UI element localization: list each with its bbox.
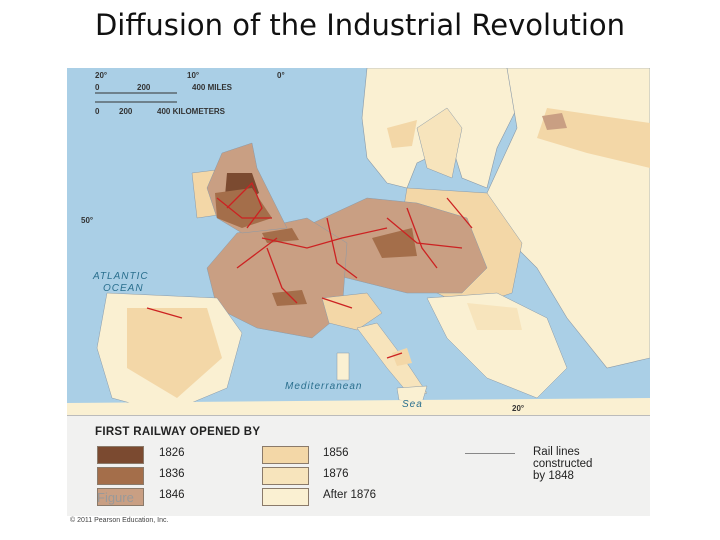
legend-label-1846: 1846 [159, 489, 185, 501]
scale-bar: 20° 10° 0° 0 200 400 MILES 0 200 400 KIL… [95, 71, 285, 116]
legend-label-1856: 1856 [323, 447, 349, 459]
lyon-1836 [272, 290, 307, 306]
scale-miles-400: 400 MILES [192, 83, 233, 92]
spain-1856 [127, 308, 222, 398]
legend-rail-label-2: constructed [533, 458, 593, 470]
europe-map: 20° 10° 0° 0 200 400 MILES 0 200 400 KIL… [67, 68, 650, 415]
sea-label-1: Mediterranean [285, 381, 362, 392]
ocean-label-2: OCEAN [103, 283, 144, 294]
france-1846 [206, 217, 348, 339]
legend-title: FIRST RAILWAY OPENED BY [95, 426, 261, 438]
russia-1846-spot [542, 113, 567, 130]
scale-km-400: 400 KILOMETERS [157, 107, 226, 116]
legend-swatch-1826 [97, 446, 144, 464]
scale-deg-0: 0° [277, 71, 285, 80]
sardinia [336, 352, 350, 381]
legend-rail-label-3: by 1848 [533, 470, 574, 482]
sea-label-2: Sea [402, 399, 423, 410]
copyright-credit: © 2011 Pearson Education, Inc. [70, 517, 169, 524]
north-africa [67, 398, 650, 415]
legend-swatch-1876 [262, 467, 309, 485]
danube-1876 [467, 303, 522, 330]
legend-swatch-1836 [97, 467, 144, 485]
scale-deg-20: 20° [95, 71, 107, 80]
ocean-label-1: ATLANTIC [92, 271, 149, 282]
scale-miles-0: 0 [95, 83, 100, 92]
scale-miles-200: 200 [137, 83, 151, 92]
figure-label: Figure [97, 490, 134, 505]
legend-swatch-1856 [262, 446, 309, 464]
legend-label-after-1876: After 1876 [323, 489, 377, 501]
scale-km-200: 200 [119, 107, 133, 116]
legend-label-1876: 1876 [323, 468, 349, 480]
latitude-label: 50° [81, 216, 93, 225]
slide-title: Diffusion of the Industrial Revolution [94, 8, 626, 42]
rail-lines [146, 181, 473, 359]
legend-swatch-after-1876 [262, 488, 309, 506]
legend-label-1826: 1826 [159, 447, 185, 459]
scale-deg-10: 10° [187, 71, 199, 80]
legend-rail-label: Rail lines constructed by 1848 [533, 446, 643, 482]
legend-rail-label-1: Rail lines [533, 446, 580, 458]
balkans [426, 292, 568, 399]
naples-spot [392, 348, 412, 366]
saxony-1836 [372, 228, 417, 258]
italy-north [321, 292, 383, 331]
map-canvas: 20° 10° 0° 0 200 400 MILES 0 200 400 KIL… [67, 68, 650, 415]
legend-rail-line [465, 453, 515, 454]
longitude-label: 20° [512, 404, 524, 413]
baltic-1856 [387, 120, 417, 148]
belgium-1836 [262, 228, 299, 243]
scale-km-0: 0 [95, 107, 100, 116]
legend-label-1836: 1836 [159, 468, 185, 480]
legend-swatch-1846 [97, 488, 144, 506]
map-legend: FIRST RAILWAY OPENED BY 1826 1836 1846 1… [67, 415, 650, 516]
sweden-south [416, 107, 463, 179]
italy-peninsula [356, 322, 428, 399]
